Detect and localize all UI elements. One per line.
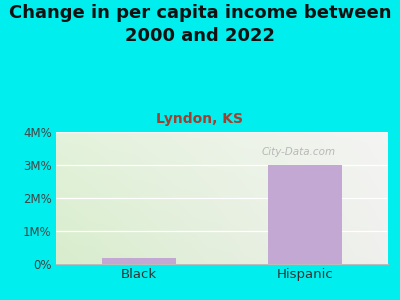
Text: City-Data.com: City-Data.com: [261, 147, 336, 157]
Bar: [102, 258, 176, 264]
Text: Change in per capita income between
2000 and 2022: Change in per capita income between 2000…: [9, 4, 391, 45]
Bar: [268, 165, 342, 264]
Text: Lyndon, KS: Lyndon, KS: [156, 112, 244, 127]
